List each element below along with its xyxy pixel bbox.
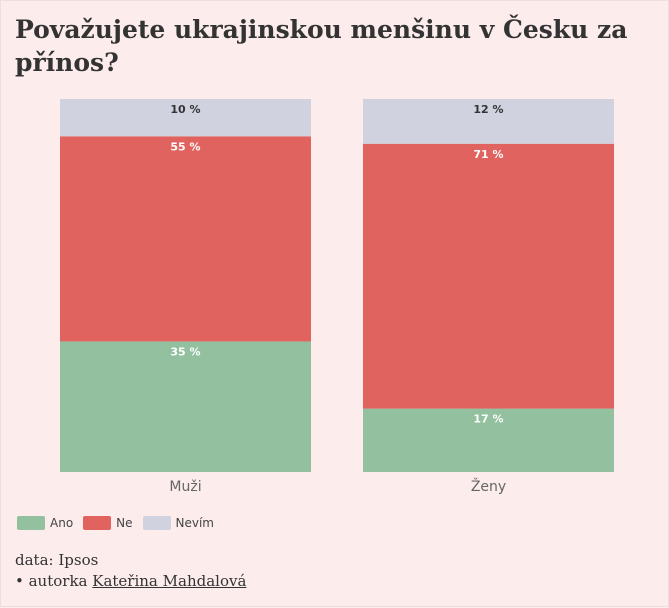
legend-item-ano[interactable]: Ano xyxy=(17,516,73,530)
legend-item-nevim[interactable]: Nevím xyxy=(142,516,214,530)
bar-group-ženy: 17 % 71 % 12 % xyxy=(363,99,614,472)
data-label-muži-ano: 35 % xyxy=(170,345,200,358)
legend: Ano Ne Nevím xyxy=(17,516,214,530)
data-label-muži-ne: 55 % xyxy=(170,140,200,153)
category-label-ženy: Ženy xyxy=(471,477,506,495)
bar-muži-nevím[interactable] xyxy=(60,99,311,137)
bar-ženy-nevím[interactable] xyxy=(363,99,614,144)
author-line: • autorka Kateřina Mahdalová xyxy=(15,571,246,592)
author-link[interactable]: Kateřina Mahdalová xyxy=(92,572,247,590)
legend-swatch-ano xyxy=(17,516,45,530)
data-label-ženy-ne: 71 % xyxy=(473,148,503,161)
chart-title: Považujete ukrajinskou menšinu v Česku z… xyxy=(15,15,628,77)
legend-label-ano: Ano xyxy=(50,516,74,530)
bar-muži-ne[interactable] xyxy=(60,136,311,342)
legend-item-ne[interactable]: Ne xyxy=(83,516,133,530)
data-label-muži-nevím: 10 % xyxy=(170,103,200,116)
legend-label-nevim: Nevím xyxy=(175,516,214,530)
data-label-ženy-ano: 17 % xyxy=(473,413,503,426)
source-line: data: Ipsos xyxy=(15,551,99,569)
bar-ženy-ano[interactable] xyxy=(363,408,614,472)
bar-muži-ano[interactable] xyxy=(60,341,311,472)
data-label-ženy-nevím: 12 % xyxy=(473,103,503,116)
chart-source: data: Ipsos • autorka Kateřina Mahdalová xyxy=(15,550,246,592)
author-prefix: • autorka xyxy=(15,572,93,590)
legend-swatch-nevim xyxy=(142,516,171,530)
legend-swatch-ne xyxy=(83,516,112,530)
bar-ženy-ne[interactable] xyxy=(363,143,614,409)
category-label-muži: Muži xyxy=(169,479,201,495)
legend-label-ne: Ne xyxy=(116,516,133,530)
bar-group-muži: 35 % 55 % 10 % xyxy=(60,99,311,472)
